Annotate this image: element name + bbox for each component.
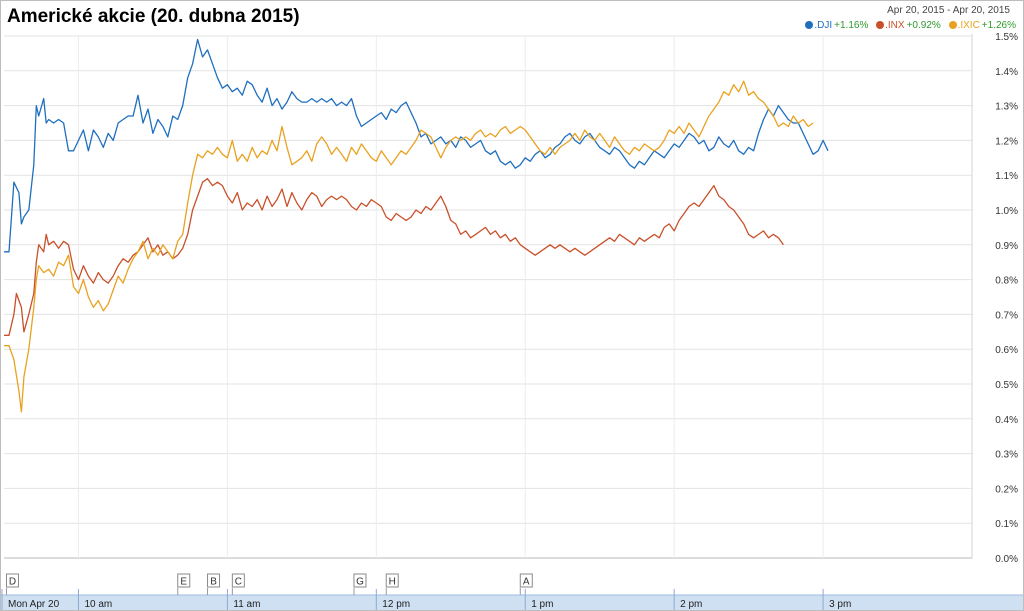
series-line-inx	[4, 178, 784, 336]
x-tick-label: 11 am	[233, 599, 260, 610]
news-marker-flag	[177, 573, 191, 588]
time-axis-band	[1, 595, 1023, 610]
y-tick-label: 1.4%	[995, 67, 1018, 78]
y-tick-label: 1.5%	[995, 32, 1018, 43]
x-tick-label: 2 pm	[680, 599, 702, 610]
news-marker-label: C	[235, 577, 242, 588]
legend-dot-icon	[805, 21, 814, 29]
x-tick-label: Mon Apr 20	[8, 599, 60, 610]
chart-title: Americké akcie (20. dubna 2015)	[7, 6, 300, 27]
y-tick-label: 0.5%	[995, 380, 1018, 391]
y-tick-label: 0.0%	[995, 554, 1018, 565]
x-tick-label: 10 am	[84, 599, 112, 610]
news-marker-label: B	[210, 577, 217, 588]
news-marker-flag	[231, 573, 245, 588]
legend-item-ixic[interactable]: .IXIC +1.26%	[948, 20, 1016, 31]
news-marker-flag	[207, 573, 221, 588]
legend-dot-icon	[876, 21, 885, 29]
legend-symbol: .INX	[885, 20, 905, 31]
x-tick-label: 12 pm	[382, 599, 410, 610]
legend-dot-icon	[948, 21, 957, 29]
news-marker-flag	[5, 573, 19, 588]
y-tick-label: 0.1%	[995, 519, 1018, 530]
news-marker-label: E	[180, 577, 187, 588]
y-tick-label: 1.1%	[995, 171, 1018, 182]
series-line-ixic	[4, 80, 814, 413]
y-tick-label: 0.9%	[995, 241, 1018, 252]
legend: .DJI +1.16% .INX +0.92% .IXIC +1.26%	[800, 20, 1016, 31]
x-tick-label: 1 pm	[531, 599, 553, 610]
y-tick-label: 0.2%	[995, 484, 1018, 495]
news-marker-flag	[519, 573, 533, 588]
y-tick-label: 0.4%	[995, 415, 1018, 426]
legend-item-inx[interactable]: .INX +0.92%	[876, 20, 941, 31]
legend-change: +0.92%	[906, 20, 941, 31]
legend-item-dji[interactable]: .DJI +1.16%	[805, 20, 868, 31]
news-marker-flag	[385, 573, 399, 588]
legend-change: +1.16%	[834, 20, 869, 31]
news-marker-label: D	[9, 577, 16, 588]
y-tick-label: 0.8%	[995, 276, 1018, 287]
date-range: Apr 20, 2015 - Apr 20, 2015	[887, 5, 1010, 16]
y-tick-label: 1.2%	[995, 136, 1018, 147]
y-tick-label: 1.3%	[995, 102, 1018, 113]
news-marker-label: A	[523, 577, 530, 588]
y-tick-label: 0.6%	[995, 345, 1018, 356]
news-marker-flag	[353, 573, 367, 588]
series-line-dji	[4, 38, 829, 253]
legend-symbol: .IXIC	[957, 20, 980, 31]
news-marker-label: H	[389, 577, 396, 588]
y-tick-label: 1.0%	[995, 206, 1018, 217]
y-tick-label: 0.7%	[995, 310, 1018, 321]
x-tick-label: 3 pm	[829, 599, 851, 610]
news-marker-label: G	[356, 577, 364, 588]
legend-change: +1.26%	[981, 20, 1016, 31]
y-tick-label: 0.3%	[995, 450, 1018, 461]
legend-symbol: .DJI	[814, 20, 833, 31]
